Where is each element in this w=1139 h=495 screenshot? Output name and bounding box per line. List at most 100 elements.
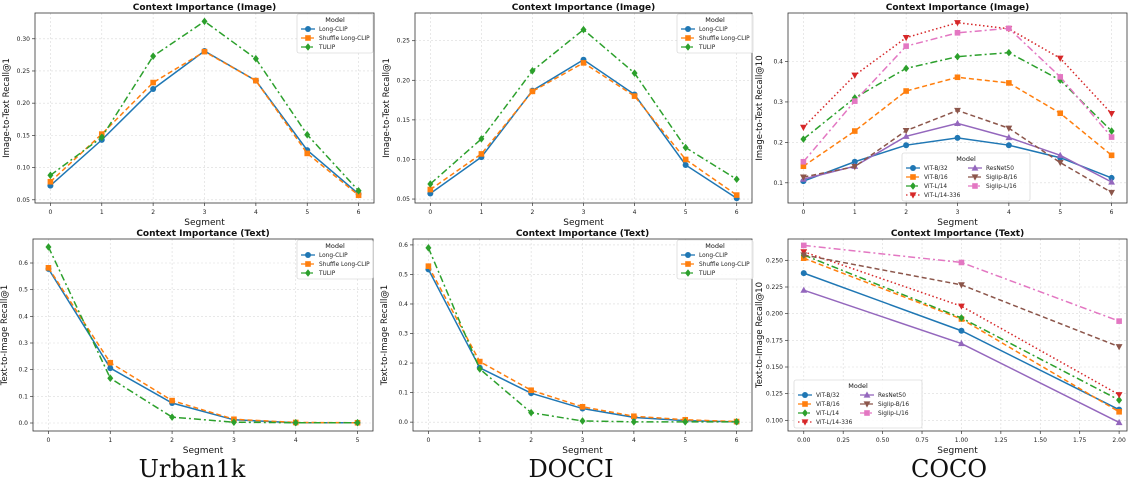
x-axis-label: Segment [562, 446, 603, 456]
legend-label-vit-l-14-336: ViT-L/14-336 [924, 193, 961, 199]
x-tick-label: 2 [904, 209, 908, 216]
data-point-vit-l-14-336 [1115, 392, 1123, 399]
y-tick-label: 0.6 [18, 260, 28, 267]
legend-title: Model [325, 242, 345, 250]
data-point-shuffle-long-clip [45, 265, 52, 271]
series-tulip [427, 25, 740, 188]
legend-label-siglip-b-16: Siglip-B/16 [878, 402, 909, 408]
data-point-tulip [425, 244, 432, 252]
data-point-siglip-l-16 [800, 158, 807, 165]
y-tick-label: 0.15 [397, 117, 411, 124]
y-tick-label: 0.4 [18, 313, 28, 320]
y-tick-label: 0.175 [766, 337, 783, 344]
data-point-siglip-l-16 [1108, 134, 1115, 140]
data-point-siglip-l-16 [954, 30, 961, 36]
y-tick-label: 0.1 [18, 393, 28, 400]
series-siglip-l-16 [800, 242, 1122, 324]
y-tick-label: 0.250 [766, 257, 783, 264]
y-tick-label: 0.0 [18, 420, 28, 427]
x-tick-label: 5 [356, 437, 360, 444]
x-axis-label: Segment [937, 446, 978, 456]
data-point-tulip [107, 374, 114, 382]
legend-label-shuffle-long-clip: Shuffle Long-CLIP [699, 36, 750, 42]
x-tick-label: 2 [531, 209, 535, 216]
data-point-shuffle-long-clip [427, 186, 434, 193]
data-point-shuffle-long-clip [425, 263, 432, 269]
legend-marker [802, 401, 808, 407]
legend: Model ViT-B/32 ViT-B/16 ViT-L/14 ViT-L/14-33… [793, 379, 923, 429]
x-tick-label: 2 [151, 209, 155, 216]
x-tick-label: 5 [1058, 209, 1062, 216]
y-tick-label: 0.5 [18, 287, 28, 294]
series-tulip [47, 17, 362, 195]
data-point-vit-l-14 [1005, 48, 1012, 57]
data-point-vit-b-16 [1116, 409, 1122, 415]
series-resnet50 [800, 286, 1123, 426]
data-point-resnet50 [800, 286, 808, 293]
plot-frame [412, 238, 753, 432]
legend-box [793, 379, 923, 429]
legend-marker [685, 261, 691, 267]
data-point-vit-l-14-336 [851, 72, 859, 79]
caption-docci: DOCCI [528, 455, 614, 483]
series-shuffle-long-clip [427, 60, 740, 198]
data-point-resnet50 [902, 132, 910, 139]
x-tick-label: 3 [956, 209, 960, 216]
chart-1: 0 1 2 3 4 5 6 0.05 0.10 0.15 0.20 0.25 Context Impor… [382, 3, 754, 228]
chart-title: Context Importance (Text) [891, 229, 1024, 239]
data-point-shuffle-long-clip [529, 88, 536, 95]
legend-marker [910, 174, 916, 180]
data-point-vit-l-14-336 [800, 249, 808, 256]
x-axis-label: Segment [184, 218, 225, 228]
legend-marker [802, 392, 808, 398]
data-point-tulip [478, 135, 485, 143]
legend-label-siglip-l-16: Siglip-L/16 [986, 184, 1017, 190]
data-point-vit-b-32 [903, 142, 910, 149]
chart-2: 0 1 2 3 4 5 6 0.1 0.2 0.3 0.4 Context Importance (I… [755, 3, 1128, 228]
y-tick-label: 0.3 [773, 99, 783, 106]
y-axis-label: Text-to-Image Recall@10 [755, 282, 765, 389]
data-point-vit-l-14-336 [1056, 55, 1064, 62]
data-point-siglip-b-16 [1005, 125, 1013, 132]
legend-box [901, 152, 1031, 202]
y-axis-label: Text-to-Image Recall@1 [380, 285, 390, 387]
x-tick-label: 2.00 [1112, 437, 1126, 444]
data-point-vit-l-14-336 [1108, 111, 1115, 118]
y-tick-label: 0.5 [398, 271, 408, 278]
data-point-siglip-b-16 [954, 107, 961, 115]
data-point-siglip-b-16 [902, 128, 910, 135]
data-point-shuffle-long-clip [47, 178, 54, 185]
data-point-tulip [201, 17, 208, 26]
data-point-shuffle-long-clip [355, 192, 362, 199]
y-tick-label: 0.2 [398, 360, 408, 367]
x-tick-label: 4 [294, 437, 298, 444]
chart-title: Context Importance (Image) [512, 3, 656, 13]
data-point-vit-b-32 [851, 158, 858, 165]
series-vit-l-14-336 [800, 249, 1123, 399]
y-tick-label: 0.30 [17, 36, 31, 43]
series-siglip-l-16 [800, 25, 1115, 165]
data-point-vit-l-14 [903, 64, 910, 73]
legend-marker [305, 43, 311, 51]
y-axis-label: Image-to-Text Recall@10 [755, 55, 765, 160]
legend-marker [863, 391, 871, 398]
data-point-tulip [682, 143, 689, 152]
chart-title: Context Importance (Text) [516, 229, 649, 239]
x-tick-label: 1 [479, 209, 483, 216]
y-tick-label: 0.125 [766, 391, 783, 398]
data-point-siglip-b-16 [800, 174, 807, 181]
y-tick-label: 0.4 [398, 301, 408, 308]
data-point-tulip [169, 413, 176, 421]
data-point-siglip-l-16 [1006, 25, 1012, 32]
y-axis-label: Text-to-Image Recall@1 [0, 285, 10, 387]
data-point-vit-b-16 [1057, 110, 1064, 117]
data-point-resnet50 [954, 119, 961, 126]
chart-0: 0 1 2 3 4 5 6 0.05 0.10 0.15 0.20 0.25 0.30 Context I… [2, 3, 375, 228]
legend: Model Long-CLIP Shuffle Long-CLIP TULIP [676, 13, 754, 54]
plot-frame [32, 238, 374, 432]
data-point-tulip [580, 25, 587, 34]
y-tick-label: 0.20 [397, 77, 411, 84]
x-tick-label: 3 [232, 437, 236, 444]
legend-marker [802, 409, 808, 417]
y-tick-label: 0.0 [398, 419, 408, 426]
